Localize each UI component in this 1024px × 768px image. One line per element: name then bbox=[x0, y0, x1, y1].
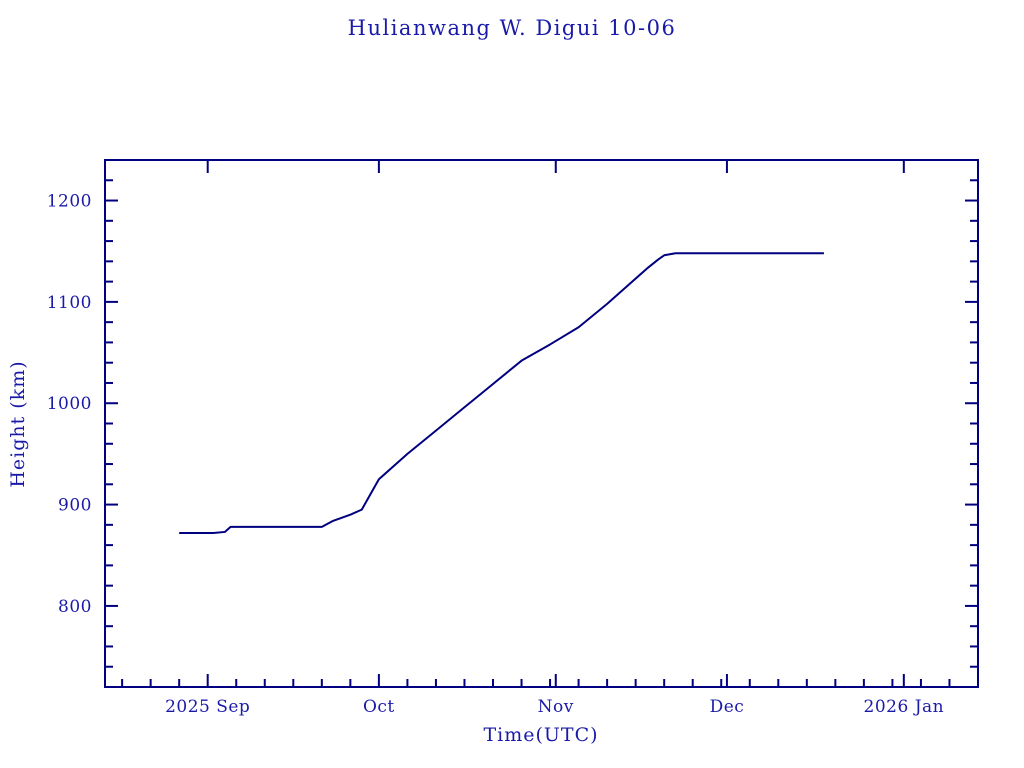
y-tick-label: 1000 bbox=[47, 394, 92, 414]
y-tick-label: 900 bbox=[58, 496, 92, 516]
y-axis-minor-ticks bbox=[105, 159, 978, 688]
y-axis-tick-labels: 800 900 1000 1100 1200 bbox=[47, 192, 92, 617]
y-tick-label: 1200 bbox=[47, 192, 92, 212]
x-axis-major-ticks bbox=[206, 160, 905, 687]
x-axis-title: Time(UTC) bbox=[483, 724, 598, 746]
y-tick-label: 1100 bbox=[47, 293, 92, 313]
y-tick-label: 800 bbox=[58, 597, 92, 617]
plot-frame bbox=[104, 159, 979, 688]
x-tick-label: 2026 Jan bbox=[864, 697, 945, 717]
y-axis-major-ticks bbox=[105, 199, 978, 607]
x-tick-label: Nov bbox=[538, 697, 574, 717]
chart-title: Hulianwang W. Digui 10-06 bbox=[347, 16, 677, 40]
y-axis-title: Height (km) bbox=[7, 360, 29, 487]
x-tick-label: 2025 Sep bbox=[165, 697, 250, 717]
x-axis-tick-labels: 2025 Sep Oct Nov Dec 2026 Jan bbox=[165, 697, 944, 717]
height-series-line bbox=[179, 252, 824, 534]
x-tick-label: Oct bbox=[363, 697, 395, 717]
x-tick-label: Dec bbox=[710, 697, 745, 717]
x-axis-minor-ticks bbox=[121, 679, 979, 687]
